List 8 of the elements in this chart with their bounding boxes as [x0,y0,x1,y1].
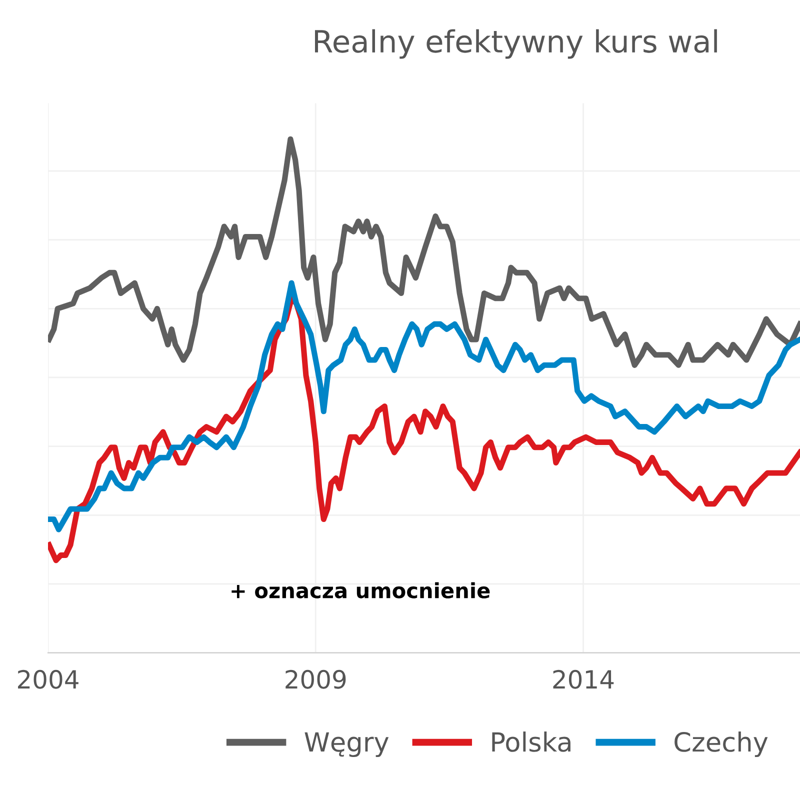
x-tick-label: 2009 [286,670,346,689]
legend-label: Węgry [304,732,389,758]
legend-label: Czechy [674,732,768,758]
legend-label: Polska [492,732,570,752]
x-tick-label: 2014 [553,670,614,689]
x-tick-label: 2004 [18,670,78,689]
annotation: + oznacza umocnienie [232,582,490,598]
chart-title: Realny efektywny kurs wal [315,29,717,59]
